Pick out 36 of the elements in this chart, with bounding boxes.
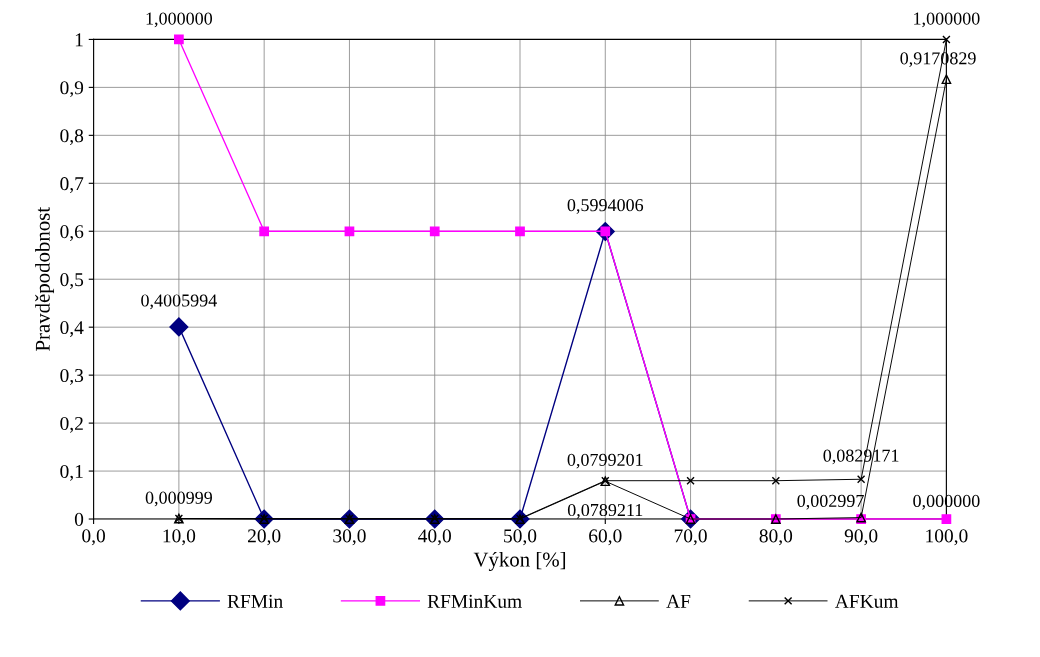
x-tick-label: 40,0 — [418, 529, 451, 546]
x-axis-title: Výkon [%] — [473, 551, 566, 571]
x-tick-label: 10,0 — [163, 529, 196, 546]
legend-label: AF — [666, 594, 691, 608]
x-tick-label: 0,0 — [82, 529, 106, 546]
annotation: 0,0799201 — [567, 453, 643, 469]
y-tick-label: 0,1 — [60, 464, 83, 481]
y-tick-label: 0,9 — [60, 81, 84, 98]
x-tick-label: 80,0 — [759, 529, 793, 546]
y-tick-label: 1 — [75, 33, 83, 47]
y-tick-label: 0,8 — [60, 129, 84, 146]
annotation: 0,000999 — [145, 491, 212, 507]
x-tick-label: 50,0 — [504, 529, 537, 546]
annotation: 0,5994006 — [567, 199, 644, 214]
y-tick-label: 0,7 — [60, 177, 84, 194]
annotation: 0,4005994 — [141, 294, 217, 310]
annotation: 0,002997 — [797, 494, 864, 510]
annotation: 1,000000 — [146, 12, 213, 28]
x-tick-label: 20,0 — [248, 529, 281, 546]
y-tick-label: 0 — [74, 512, 84, 526]
legend-label: AFKum — [835, 594, 899, 608]
x-tick-label: 70,0 — [674, 529, 707, 546]
annotation: 1,000000 — [914, 12, 980, 28]
y-tick-label: 0,4 — [60, 321, 84, 337]
y-tick-label: 0,6 — [60, 225, 84, 241]
y-tick-label: 0,2 — [60, 416, 83, 433]
x-tick-label: 60,0 — [589, 529, 622, 546]
legend-label: RFMin — [227, 594, 283, 608]
y-axis-title: Pravděpodobnost — [35, 207, 55, 351]
annotation: 0,0789211 — [567, 503, 643, 519]
y-tick-label: 0,5 — [60, 273, 84, 289]
legend-label: RFMinKum — [427, 594, 522, 608]
x-tick-label: 90,0 — [844, 529, 878, 546]
x-tick-label: 30,0 — [333, 529, 366, 546]
y-tick-label: 0,3 — [60, 368, 84, 385]
x-tick-label: 100,0 — [926, 529, 968, 546]
